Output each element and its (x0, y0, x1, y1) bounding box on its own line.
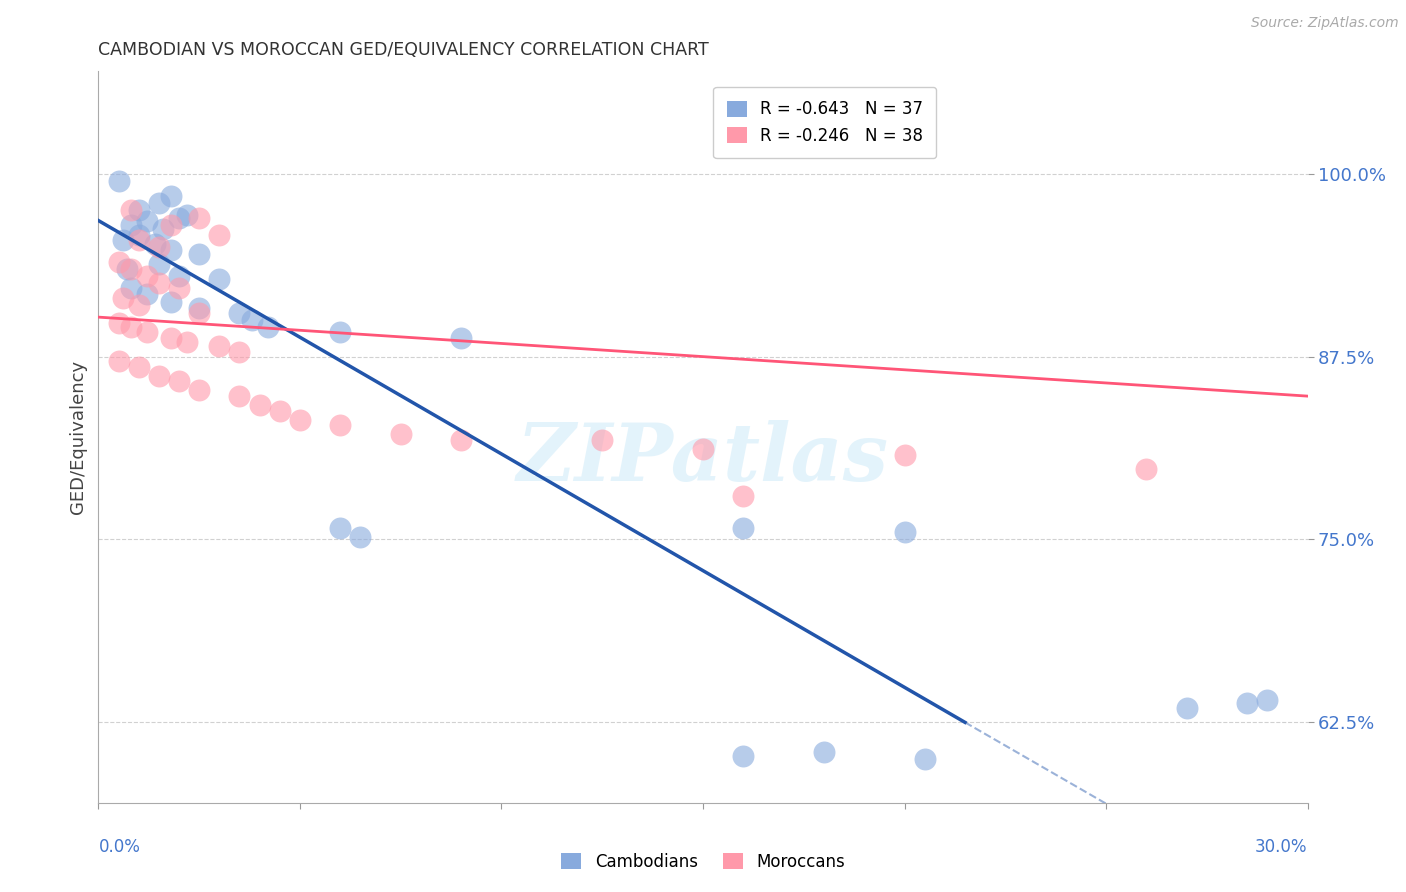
Point (208, 339, 231, 353)
Point (107, 174, 129, 188)
Point (733, 521, 755, 535)
Point (389, 427, 412, 442)
Point (450, 433, 472, 447)
Point (893, 448, 915, 462)
Point (148, 240, 170, 254)
Point (128, 203, 150, 218)
Point (228, 389, 250, 403)
Point (111, 233, 134, 247)
Point (107, 354, 129, 368)
Point (1256, 693, 1278, 707)
Point (914, 752, 936, 766)
Point (188, 301, 211, 316)
Point (135, 213, 157, 227)
Point (107, 254, 129, 268)
Point (893, 525, 915, 540)
Point (188, 247, 211, 261)
Y-axis label: GED/Equivalency: GED/Equivalency (69, 360, 87, 514)
Point (160, 295, 183, 310)
Text: ZIPatlas: ZIPatlas (517, 420, 889, 498)
Text: 0.0%: 0.0% (98, 838, 141, 855)
Point (152, 222, 174, 236)
Point (160, 330, 183, 344)
Point (135, 325, 157, 339)
Point (128, 228, 150, 243)
Point (148, 277, 170, 291)
Point (176, 208, 198, 222)
Point (188, 384, 211, 398)
Text: Source: ZipAtlas.com: Source: ZipAtlas.com (1251, 16, 1399, 29)
Point (148, 257, 170, 271)
Point (208, 272, 231, 286)
Point (228, 345, 250, 359)
Point (188, 211, 211, 225)
Point (111, 291, 134, 305)
Point (135, 286, 157, 301)
Point (733, 749, 755, 764)
Point (120, 320, 142, 334)
Point (107, 316, 129, 330)
Point (288, 412, 311, 426)
Point (1175, 700, 1198, 714)
Point (143, 237, 166, 252)
Point (228, 306, 250, 320)
Point (120, 281, 142, 295)
Point (148, 368, 170, 383)
Point (249, 398, 271, 412)
Point (692, 442, 714, 456)
Point (733, 489, 755, 503)
Point (176, 334, 198, 349)
Point (135, 269, 157, 284)
Point (120, 203, 142, 218)
Point (256, 320, 278, 334)
Point (1236, 696, 1258, 710)
Point (329, 325, 352, 339)
Point (167, 375, 190, 389)
Point (160, 218, 183, 232)
Point (329, 418, 352, 433)
Point (115, 261, 138, 276)
Point (349, 530, 371, 544)
Point (591, 433, 613, 447)
Text: CAMBODIAN VS MOROCCAN GED/EQUIVALENCY CORRELATION CHART: CAMBODIAN VS MOROCCAN GED/EQUIVALENCY CO… (98, 41, 709, 59)
Point (269, 403, 291, 417)
Text: 30.0%: 30.0% (1256, 838, 1308, 855)
Point (813, 745, 835, 759)
Point (128, 359, 150, 374)
Point (240, 313, 263, 327)
Point (208, 228, 231, 243)
Point (128, 233, 150, 247)
Point (167, 211, 190, 225)
Point (128, 298, 150, 312)
Point (120, 261, 142, 276)
Point (1135, 462, 1157, 476)
Legend: Cambodians, Moroccans: Cambodians, Moroccans (553, 845, 853, 880)
Point (188, 306, 211, 320)
Point (167, 281, 190, 295)
Point (160, 243, 183, 257)
Point (450, 330, 472, 344)
Legend: R = -0.643   N = 37, R = -0.246   N = 38: R = -0.643 N = 37, R = -0.246 N = 38 (713, 87, 936, 158)
Point (148, 196, 170, 211)
Point (160, 188, 183, 202)
Point (167, 269, 190, 284)
Point (120, 218, 142, 232)
Point (329, 521, 352, 535)
